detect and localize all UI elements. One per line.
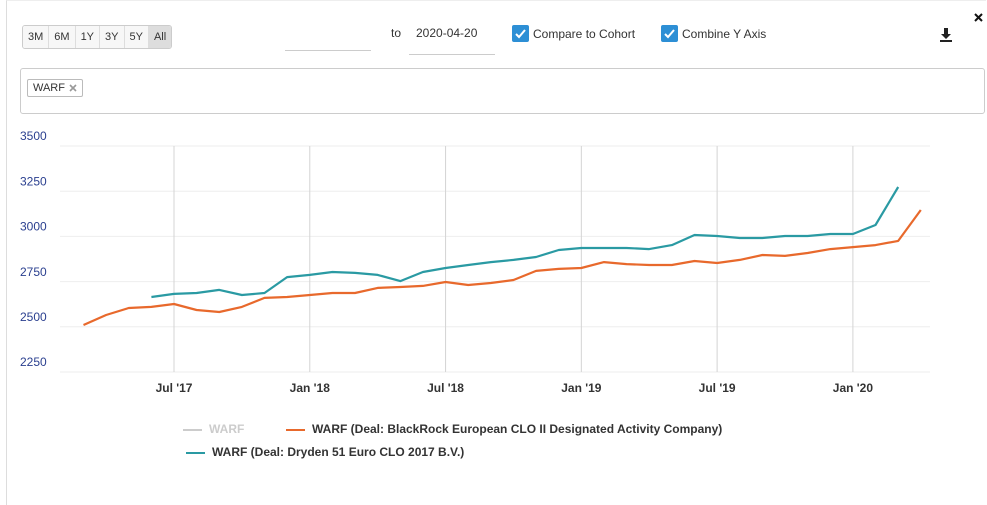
- y-tick-label: 2750: [20, 265, 47, 279]
- range-button[interactable]: All: [148, 26, 172, 48]
- x-tick-label: Jan '19: [561, 381, 602, 395]
- end-date-input[interactable]: 2020-04-20: [409, 26, 495, 55]
- to-label: to: [391, 26, 402, 40]
- x-tick-label: Jan '20: [833, 381, 874, 395]
- series-line: [151, 186, 900, 299]
- frame: [6, 0, 986, 505]
- check-mark: [515, 29, 526, 39]
- tag-remove[interactable]: [69, 84, 77, 92]
- legend-label: WARF (Deal: Dryden 51 Euro CLO 2017 B.V.…: [212, 445, 464, 459]
- checkbox[interactable]: Compare to Cohort: [512, 25, 635, 42]
- close-icon[interactable]: [974, 13, 983, 22]
- checkbox[interactable]: Combine Y Axis: [661, 25, 766, 42]
- legend-label: WARF (Deal: BlackRock European CLO II De…: [312, 422, 722, 436]
- y-tick-label: 2500: [20, 310, 47, 324]
- x-tick-label: Jul '17: [156, 381, 193, 395]
- y-tick-label: 3000: [20, 220, 47, 234]
- y-tick-label: 2250: [20, 355, 47, 369]
- tag: WARF: [27, 79, 83, 97]
- range-button[interactable]: 5Y: [124, 26, 149, 48]
- filter-box: WARF: [20, 68, 985, 114]
- range-button[interactable]: 3Y: [100, 26, 125, 48]
- y-tick-label: 3250: [20, 174, 47, 188]
- x-tick-label: Jan '18: [290, 381, 331, 395]
- series-line: [83, 209, 922, 327]
- start-date-input[interactable]: [285, 50, 371, 51]
- checkbox-box: [661, 25, 678, 42]
- range-buttons: 3M 6M 1Y 3Y 5Y All: [22, 25, 173, 49]
- x-tick-label: Jul '18: [427, 381, 464, 395]
- x-tick-label: Jul '19: [699, 381, 736, 395]
- tag-label: WARF: [33, 82, 65, 94]
- range-button[interactable]: 3M: [23, 26, 50, 48]
- checkbox-label: Compare to Cohort: [533, 26, 636, 41]
- range-button[interactable]: 1Y: [75, 26, 101, 48]
- checkbox-box: [512, 25, 529, 42]
- download-icon[interactable]: [938, 27, 954, 43]
- range-button[interactable]: 6M: [49, 26, 76, 48]
- checkbox-label: Combine Y Axis: [682, 26, 767, 41]
- y-tick-label: 3500: [20, 129, 47, 143]
- legend-label: WARF: [209, 422, 244, 436]
- check-mark: [664, 29, 675, 39]
